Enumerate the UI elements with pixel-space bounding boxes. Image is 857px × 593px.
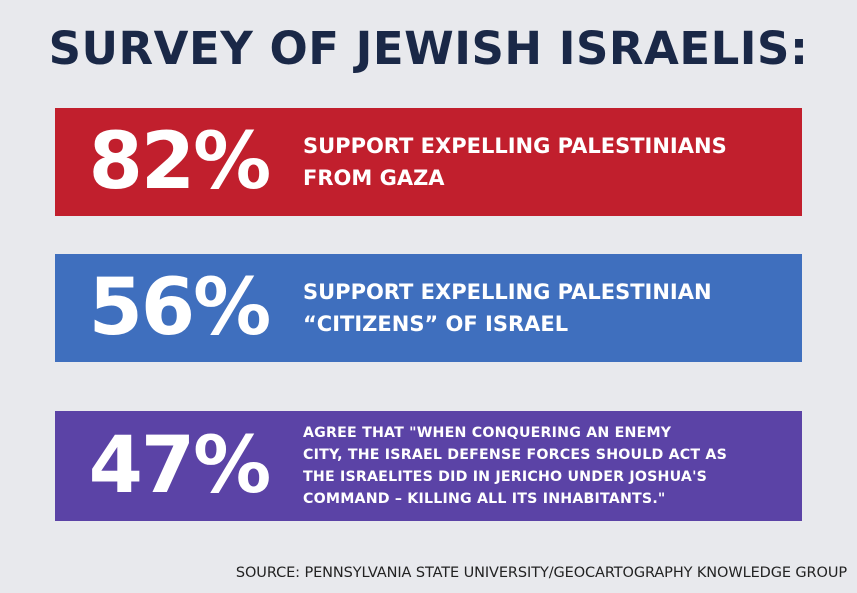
stat-description-line: COMMAND – KILLING ALL ITS INHABITANTS." — [303, 491, 666, 507]
stat-description-line: AGREE THAT "WHEN CONQUERING AN ENEMY — [303, 425, 672, 441]
stat-card-expel-gaza: 82% SUPPORT EXPELLING PALESTINIANS FROM … — [55, 108, 802, 216]
stat-description: AGREE THAT "WHEN CONQUERING AN ENEMY CIT… — [303, 422, 741, 510]
stat-percentage: 56% — [88, 263, 272, 353]
stat-percentage: 82% — [88, 117, 272, 207]
stat-description: SUPPORT EXPELLING PALESTINIAN “CITIZENS”… — [303, 276, 726, 340]
stat-description-line: SUPPORT EXPELLING PALESTINIANS — [303, 134, 727, 158]
stat-description-line: “CITIZENS” OF ISRAEL — [303, 312, 569, 336]
stat-description-line: FROM GAZA — [303, 166, 445, 190]
stat-description-line: CITY, THE ISRAEL DEFENSE FORCES SHOULD A… — [303, 447, 728, 463]
stat-percentage: 47% — [88, 421, 272, 511]
stat-description-line: THE ISRAELITES DID IN JERICHO UNDER JOSH… — [303, 469, 708, 485]
stat-description-line: SUPPORT EXPELLING PALESTINIAN — [303, 280, 712, 304]
stat-description: SUPPORT EXPELLING PALESTINIANS FROM GAZA — [303, 130, 741, 194]
stat-card-expel-citizens: 56% SUPPORT EXPELLING PALESTINIAN “CITIZ… — [55, 254, 802, 362]
source-citation: SOURCE: PENNSYLVANIA STATE UNIVERSITY/GE… — [235, 565, 847, 581]
page-title: SURVEY OF JEWISH ISRAELIS: — [48, 22, 809, 75]
stat-card-jericho: 47% AGREE THAT "WHEN CONQUERING AN ENEMY… — [55, 411, 802, 521]
